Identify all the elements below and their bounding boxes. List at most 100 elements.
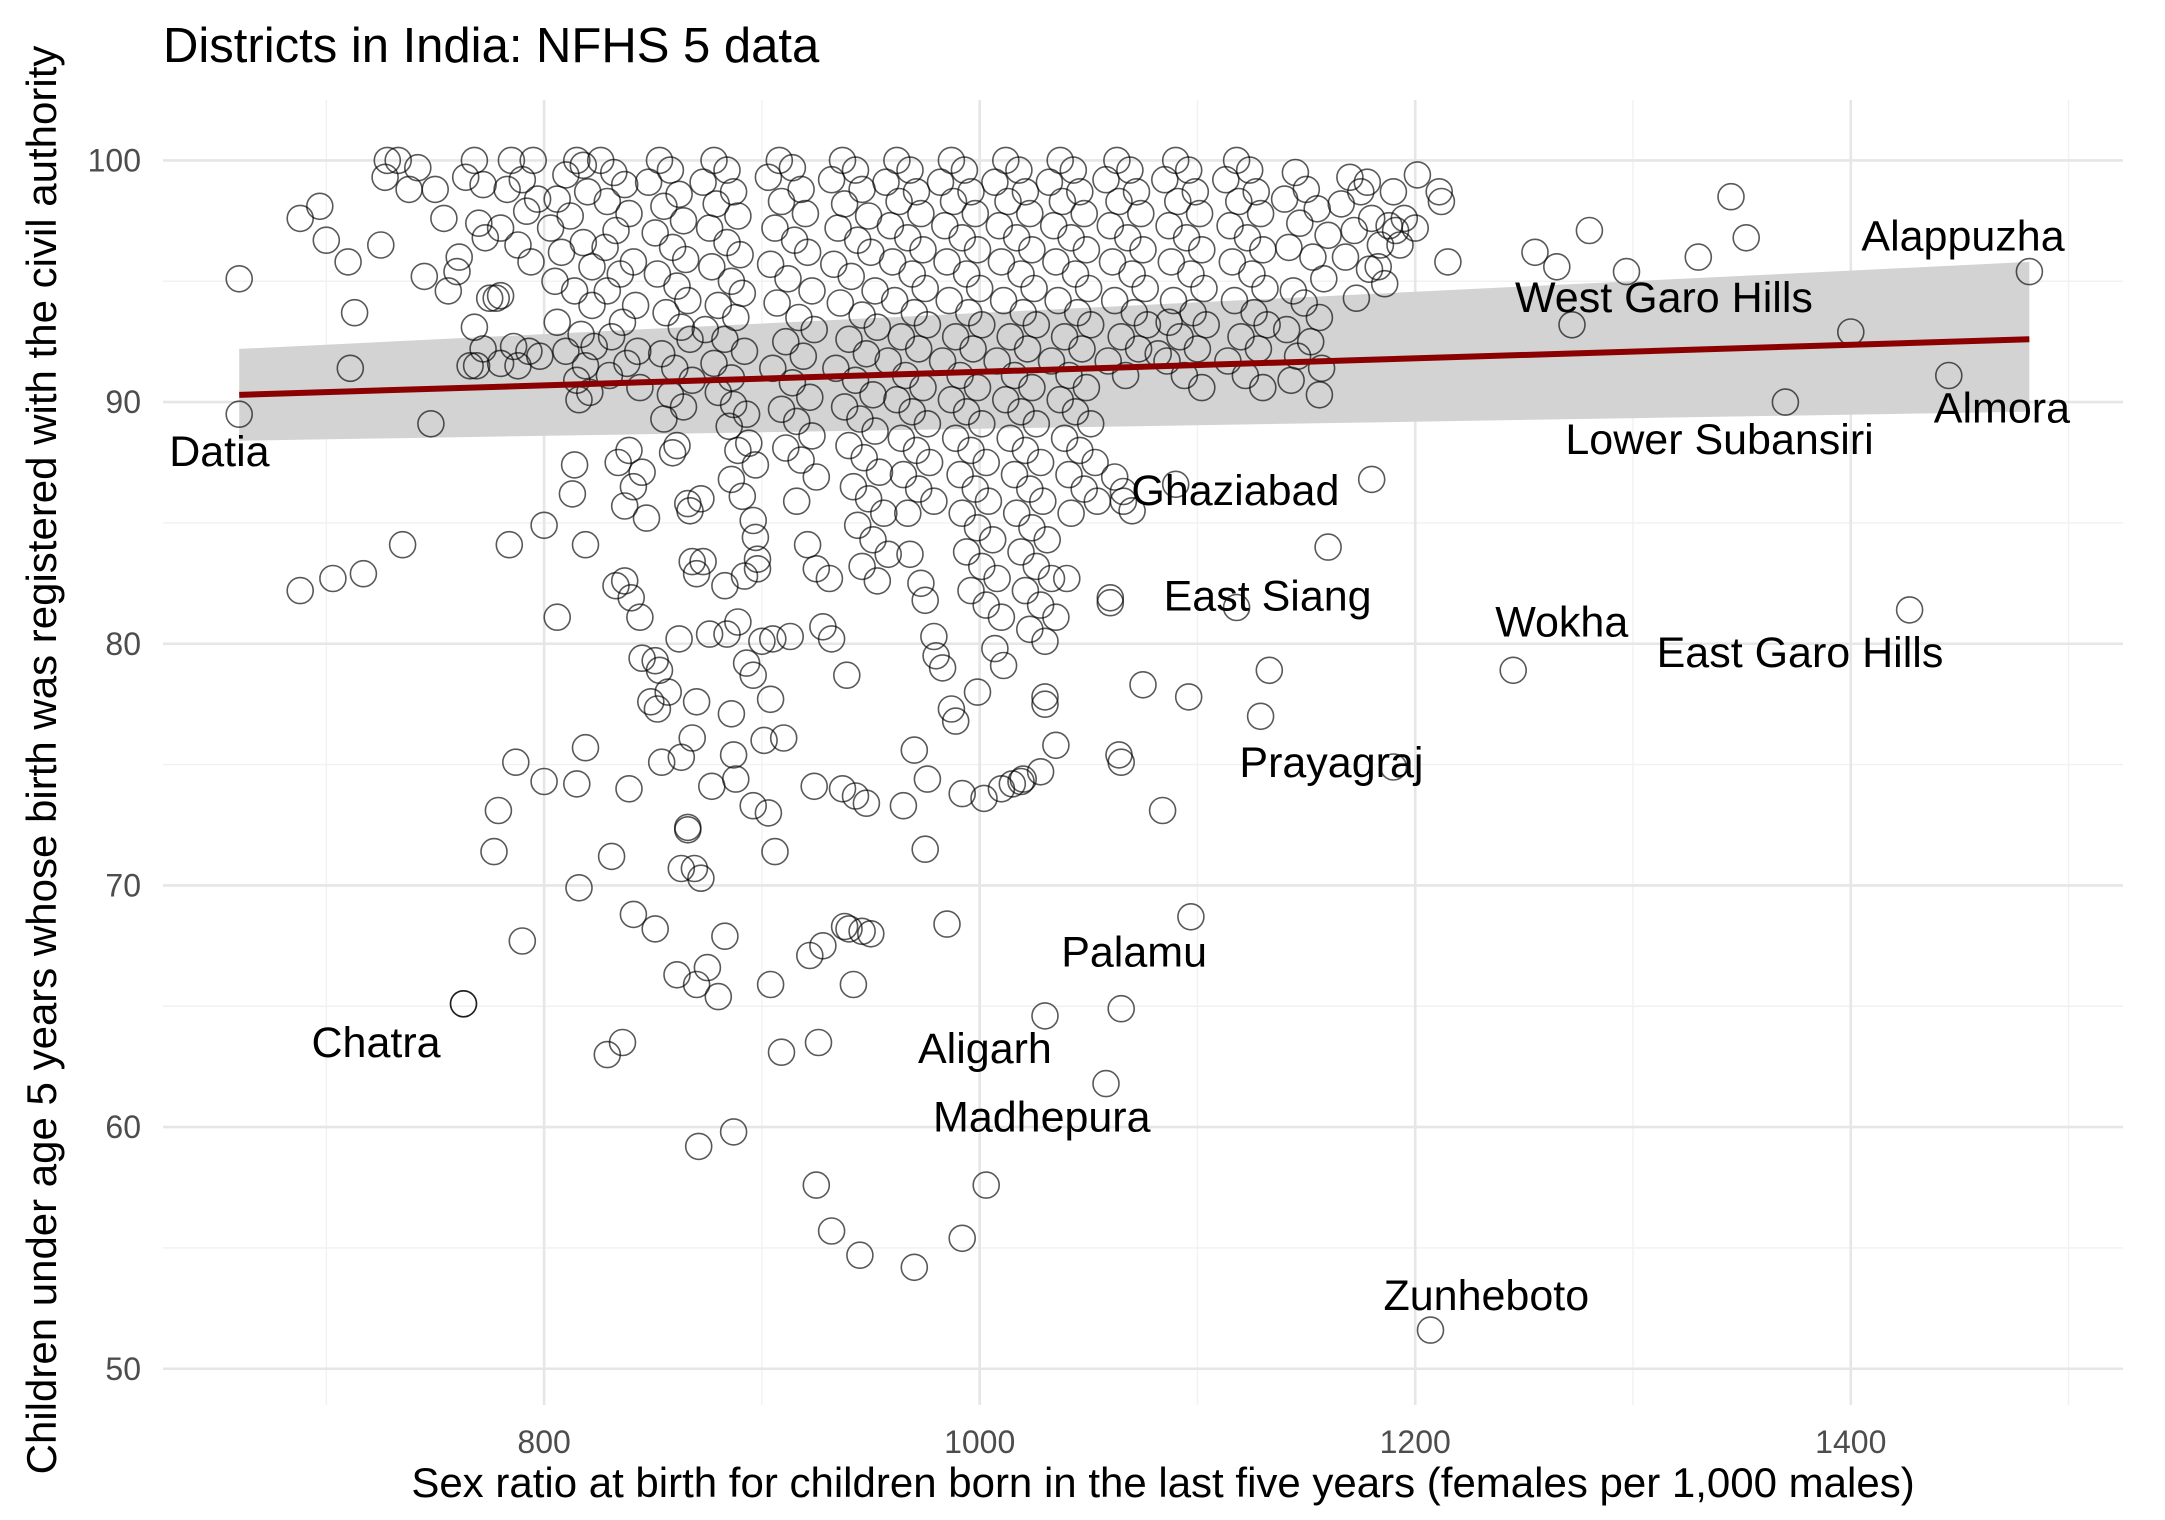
data-point <box>619 900 648 929</box>
data-point <box>970 784 998 813</box>
data-point <box>1035 168 1064 196</box>
data-point <box>789 342 818 371</box>
data-point <box>578 252 606 281</box>
data-point <box>1177 902 1205 931</box>
data-point <box>717 465 746 494</box>
data-point <box>748 627 776 656</box>
data-point <box>1290 289 1318 317</box>
data-point <box>615 199 643 228</box>
data-point <box>1124 335 1153 363</box>
data-point <box>1018 373 1046 402</box>
data-point <box>711 922 739 951</box>
data-point <box>593 187 622 216</box>
data-point <box>1305 303 1334 332</box>
data-point <box>837 262 866 291</box>
data-point <box>1127 199 1155 228</box>
data-point <box>983 564 1011 593</box>
data-point <box>687 484 715 513</box>
data-point <box>1255 656 1284 685</box>
data-point <box>634 168 663 196</box>
data-point <box>787 175 815 204</box>
data-point <box>795 383 824 412</box>
data-point <box>972 448 1001 477</box>
x-tick-label: 1000 <box>944 1424 1015 1460</box>
data-point <box>981 168 1009 196</box>
data-point <box>571 733 600 762</box>
data-point <box>1005 156 1033 184</box>
data-point <box>1390 204 1419 233</box>
data-point <box>793 238 822 267</box>
data-point <box>1022 409 1051 438</box>
data-point <box>948 499 977 528</box>
data-point <box>641 915 670 943</box>
data-point <box>1068 335 1096 363</box>
data-point <box>963 513 992 542</box>
data-point <box>920 622 948 651</box>
data-point <box>517 248 545 276</box>
data-point <box>678 724 707 752</box>
data-point <box>830 190 859 218</box>
data-point <box>571 530 600 559</box>
data-point <box>1039 211 1068 240</box>
data-point <box>1031 627 1059 656</box>
data-point <box>941 707 970 735</box>
data-point <box>1331 243 1360 271</box>
data-point <box>569 151 598 180</box>
data-point <box>774 264 802 293</box>
data-point <box>493 175 521 204</box>
data-point <box>719 1118 748 1146</box>
data-point <box>1026 448 1055 477</box>
data-point <box>835 325 863 354</box>
data-point <box>798 277 826 305</box>
data-point <box>898 397 927 426</box>
data-point <box>1007 538 1035 566</box>
data-point <box>802 1171 831 1199</box>
data-point <box>946 460 974 489</box>
data-point <box>682 687 711 716</box>
data-point <box>1253 310 1281 339</box>
data-point <box>1771 388 1800 416</box>
point-labels: Datia Chatra Aligarh Madhepura Palamu Ghaziab… <box>169 213 2070 1320</box>
data-point <box>835 915 863 943</box>
data-point <box>562 770 591 798</box>
y-axis-title: Children under age 5 years whose birth w… <box>18 46 65 1475</box>
data-point <box>900 1253 929 1282</box>
data-point <box>1216 211 1244 240</box>
data-point <box>1427 187 1456 216</box>
data-point <box>994 187 1022 216</box>
data-point <box>981 634 1009 663</box>
data-point <box>580 332 609 361</box>
data-point <box>1164 187 1192 216</box>
data-point <box>480 837 508 866</box>
data-point <box>728 482 757 511</box>
district-label: Palamu <box>1061 929 1207 977</box>
x-tick-label: 1200 <box>1380 1424 1451 1460</box>
data-point <box>989 286 1018 315</box>
data-point <box>495 530 524 559</box>
data-point <box>1013 335 1042 363</box>
data-point <box>885 187 913 216</box>
data-point <box>913 409 942 438</box>
data-point <box>817 625 846 653</box>
data-point <box>804 1028 833 1057</box>
data-point <box>928 654 957 682</box>
data-point <box>434 277 463 305</box>
data-point <box>841 366 870 395</box>
data-point <box>673 286 702 315</box>
data-point <box>552 337 580 366</box>
data-point <box>543 185 572 213</box>
data-point <box>952 538 981 566</box>
data-point <box>1009 765 1038 793</box>
data-point <box>767 187 796 216</box>
data-point <box>1310 264 1338 293</box>
data-point <box>643 260 672 288</box>
data-point <box>340 298 369 327</box>
data-point <box>673 815 702 844</box>
data-point <box>643 695 672 723</box>
data-point <box>1031 690 1059 719</box>
data-point <box>658 438 687 467</box>
data-point <box>349 559 378 588</box>
data-point <box>1061 397 1090 426</box>
data-point <box>1000 460 1029 489</box>
